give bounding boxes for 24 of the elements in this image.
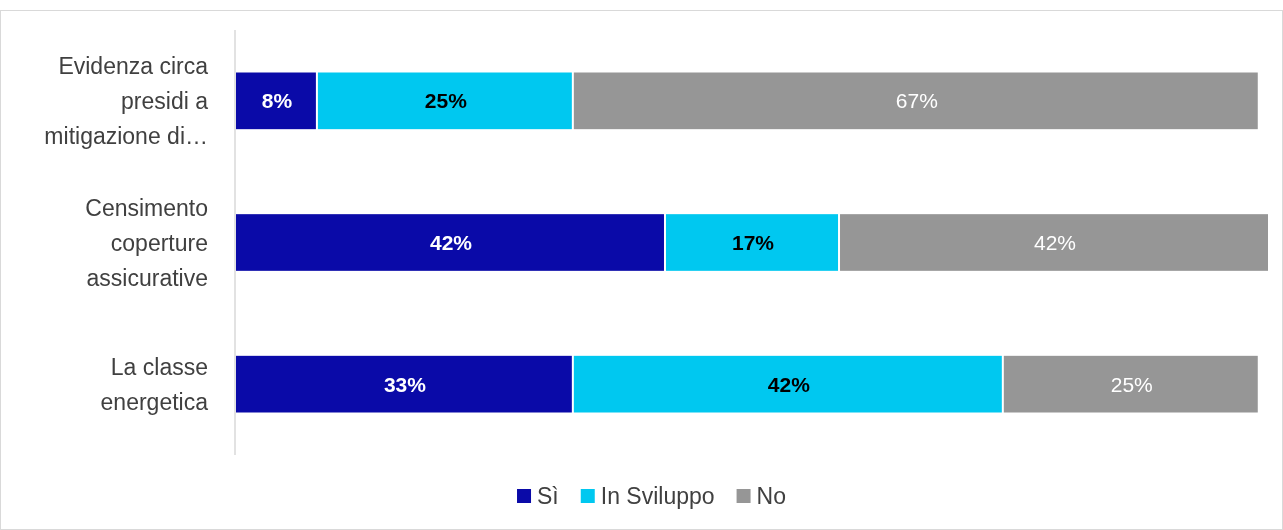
data-label: 42% [767, 372, 811, 396]
bar [665, 214, 839, 271]
data-label: 8% [261, 89, 293, 113]
bar [236, 72, 316, 130]
y-tick-label: Evidenza circa presidi a mitigazione di… [44, 52, 209, 149]
bar [1003, 355, 1258, 413]
legend-label: No [756, 483, 786, 510]
bar [317, 72, 572, 130]
data-label: 42% [1033, 230, 1077, 254]
y-tick-label: Censimento coperture assicurative [85, 194, 208, 291]
legend-label: Sì [537, 483, 559, 510]
y-tick-label: La classe energetica [100, 353, 209, 415]
bar [840, 214, 1268, 271]
bar [573, 355, 1002, 413]
data-label: 25% [424, 89, 468, 113]
data-label: 67% [895, 89, 938, 113]
bar [236, 214, 664, 271]
data-label: 25% [1110, 372, 1153, 396]
data-label: 42% [429, 230, 473, 254]
legend-label: In Sviluppo [600, 483, 715, 510]
bar [573, 72, 1258, 130]
data-label: 33% [383, 372, 427, 396]
bar [236, 355, 572, 413]
data-label: 17% [731, 230, 775, 254]
